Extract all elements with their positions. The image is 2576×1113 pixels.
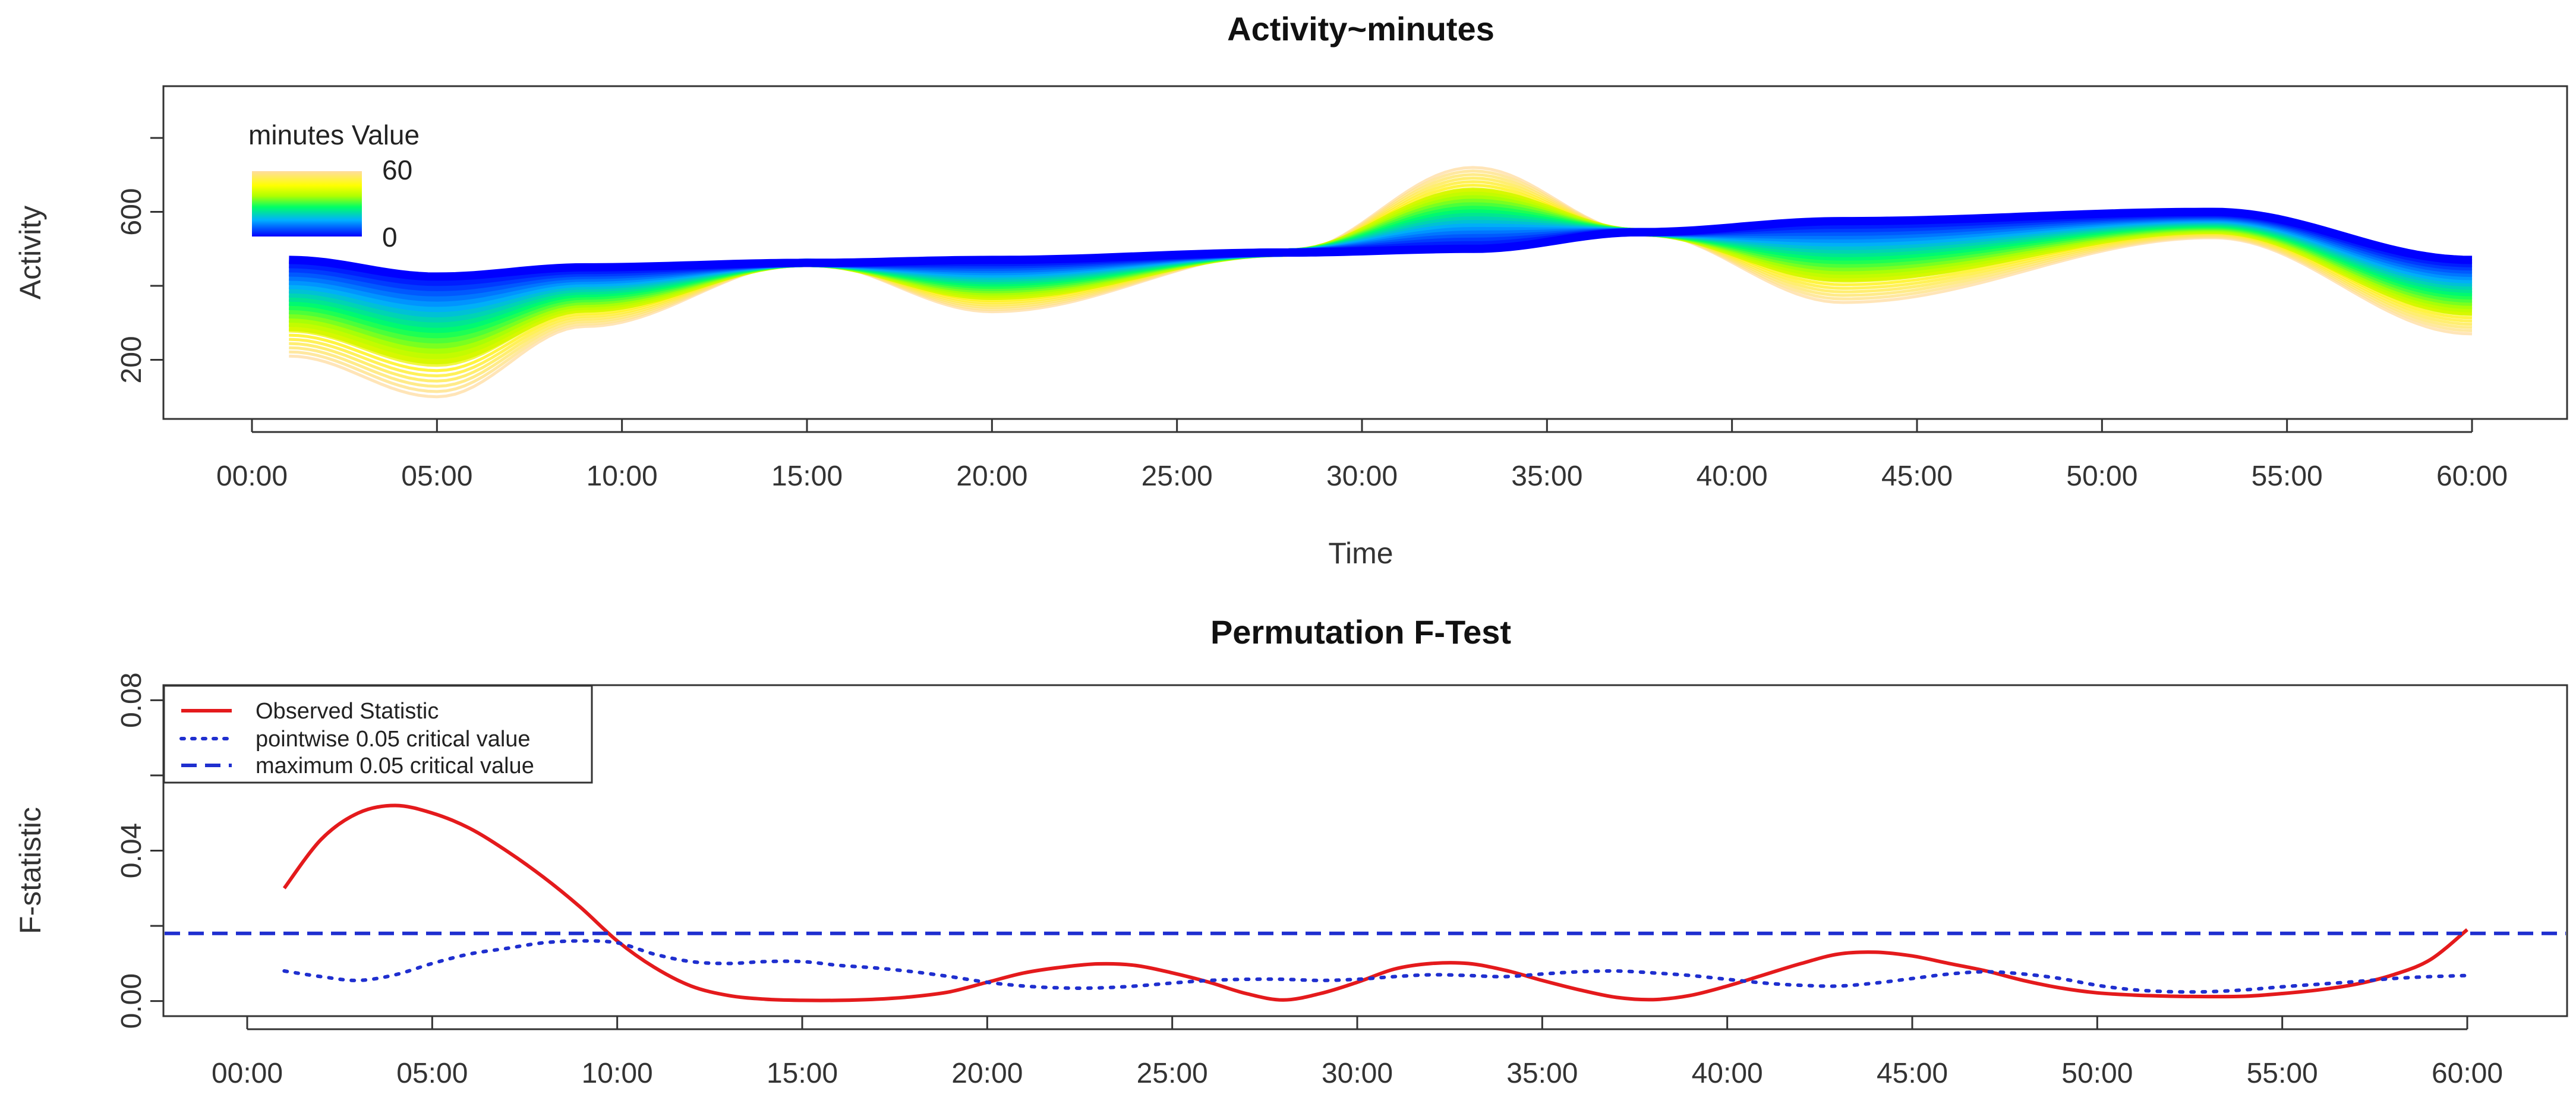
x-tick-label: 60:00 — [2436, 461, 2508, 492]
legend-pointwise-label: pointwise 0.05 critical value — [256, 727, 531, 752]
f-test-x-axis: 00:00 05:00 10:00 15:00 20:00 25:00 30:00 35:00… — [212, 1016, 2503, 1089]
f-test-legend-box — [163, 685, 593, 784]
color-legend: minutes Value 60 0 — [248, 119, 420, 253]
x-tick-label: 35:00 — [1506, 1058, 1578, 1089]
x-tick-label: 00:00 — [216, 461, 288, 492]
x-tick-label: 15:00 — [771, 461, 843, 492]
legend-observed-label: Observed Statistic — [256, 699, 439, 724]
x-tick-label: 30:00 — [1326, 461, 1398, 492]
x-tick-label: 15:00 — [767, 1058, 838, 1089]
observed-statistic-line — [282, 803, 2468, 1002]
f-test-y-axis: 0.00 0.04 0.08 — [116, 673, 165, 1029]
activity-x-axis: 00:00 05:00 10:00 15:00 20:00 25:00 30:00 35:00… — [216, 419, 2508, 492]
x-tick-label: 30:00 — [1322, 1058, 1393, 1089]
x-tick-label: 50:00 — [2061, 1058, 2133, 1089]
y-tick-label: 0.04 — [116, 823, 147, 878]
activity-chart-title: Activity~minutes — [1227, 10, 1494, 48]
x-tick-label: 25:00 — [1137, 1058, 1208, 1089]
f-test-legend: Observed Statistic pointwise 0.05 critic… — [163, 685, 593, 784]
activity-y-axis: 200 600 — [116, 137, 165, 383]
x-tick-label: 35:00 — [1511, 461, 1582, 492]
x-tick-label: 55:00 — [2247, 1058, 2318, 1089]
color-legend-min-label: 0 — [382, 222, 398, 253]
pointwise-critical-line — [282, 939, 2469, 994]
x-tick-label: 25:00 — [1142, 461, 1213, 492]
f-test-series — [165, 803, 2566, 1002]
color-legend-max-label: 60 — [382, 155, 412, 185]
y-tick-label: 0.00 — [116, 973, 147, 1029]
x-tick-label: 05:00 — [396, 1058, 468, 1089]
y-tick-label: 200 — [116, 336, 147, 383]
x-tick-label: 05:00 — [401, 461, 472, 492]
x-tick-label: 45:00 — [1877, 1058, 1948, 1089]
activity-curve-family — [289, 166, 2473, 399]
x-tick-label: 50:00 — [2066, 461, 2137, 492]
f-test-chart: Permutation F-Test 0.00 0.04 0.08 00:00 05:… — [14, 613, 2568, 1089]
activity-x-label: Time — [1328, 537, 1393, 570]
x-tick-label: 45:00 — [1881, 461, 1953, 492]
y-tick-label: 0.08 — [116, 673, 147, 728]
activity-y-label: Activity — [14, 206, 47, 299]
color-legend-title: minutes Value — [248, 119, 420, 150]
x-tick-label: 40:00 — [1692, 1058, 1763, 1089]
x-tick-label: 40:00 — [1697, 461, 1768, 492]
legend-maximum-label: maximum 0.05 critical value — [256, 753, 534, 778]
activity-curve — [289, 207, 2473, 281]
color-legend-gradient — [252, 171, 362, 237]
f-test-y-label: F-statistic — [14, 807, 47, 934]
x-tick-label: 10:00 — [587, 461, 658, 492]
x-tick-label: 20:00 — [956, 461, 1027, 492]
x-tick-label: 60:00 — [2432, 1058, 2503, 1089]
x-tick-label: 20:00 — [951, 1058, 1023, 1089]
f-test-chart-title: Permutation F-Test — [1210, 613, 1511, 651]
y-tick-label: 600 — [116, 188, 147, 236]
activity-curve — [289, 180, 2473, 378]
x-tick-label: 10:00 — [582, 1058, 653, 1089]
x-tick-label: 00:00 — [212, 1058, 283, 1089]
x-tick-label: 55:00 — [2252, 461, 2323, 492]
activity-curve — [289, 173, 2473, 388]
activity-curve — [289, 169, 2473, 393]
